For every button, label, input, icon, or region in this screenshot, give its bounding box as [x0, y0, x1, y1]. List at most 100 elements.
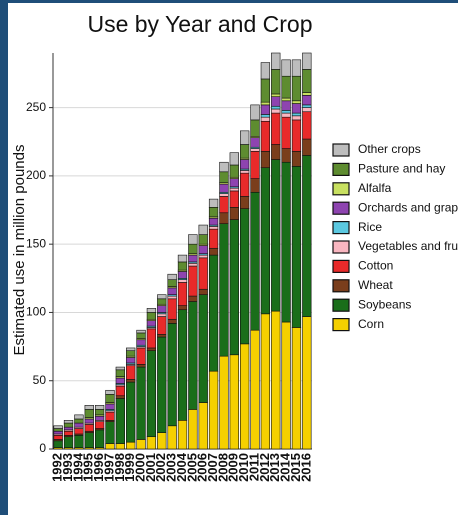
bar-segment — [208, 198, 219, 208]
bar-segment — [271, 108, 281, 114]
legend-label: Orchards and grapes — [358, 200, 458, 214]
bar-segment — [146, 328, 157, 349]
bar-segment — [240, 159, 250, 170]
x-tick-label: 2002 — [153, 453, 168, 482]
bar-segment — [188, 301, 198, 410]
bar-segment — [53, 430, 63, 435]
bar-segment — [136, 366, 146, 440]
x-tick-label: 2009 — [226, 453, 241, 482]
bar-segment — [177, 254, 188, 263]
bar-segment — [146, 350, 157, 438]
bar-segment — [260, 101, 271, 106]
bar-segment — [250, 104, 260, 121]
bar-segment — [84, 424, 94, 432]
bar-segment — [208, 247, 219, 256]
bar-segment — [198, 257, 208, 290]
chart-title: Use by Year and Crop — [87, 11, 312, 37]
x-tick-label: 1997 — [101, 453, 116, 482]
x-tick-label: 1995 — [81, 453, 96, 482]
bar-segment — [271, 52, 281, 70]
bar-segment — [271, 112, 281, 145]
y-tick-label: 0 — [39, 441, 46, 455]
bar-segment — [260, 114, 271, 118]
bar-segment — [198, 234, 208, 245]
bar-segment — [198, 288, 208, 295]
legend-label: Alfalfa — [358, 181, 392, 195]
bar-segment — [302, 52, 312, 70]
bar-segment — [74, 428, 84, 435]
x-tick-label: 2015 — [288, 453, 303, 482]
legend-label: Pasture and hay — [358, 162, 445, 176]
bar-segment — [105, 389, 115, 395]
bar-segment — [281, 100, 291, 111]
x-tick-label: 2011 — [246, 453, 261, 481]
bar-segment — [157, 294, 167, 300]
bar-segment — [177, 305, 188, 311]
bar-segment — [271, 93, 281, 97]
legend-label: Corn — [358, 317, 384, 331]
x-tick-label: 2005 — [184, 453, 199, 482]
x-tick-label: 2000 — [132, 453, 147, 482]
bar-segment — [167, 318, 177, 324]
bar-segment — [198, 254, 208, 259]
bar-segment — [198, 224, 208, 235]
bar-segment — [250, 119, 260, 137]
bar-segment — [281, 161, 291, 323]
bar-segment — [281, 110, 291, 114]
bar-segment — [302, 316, 312, 450]
bar-segment — [291, 59, 302, 77]
bar-segment — [126, 441, 136, 450]
bar-segment — [63, 420, 74, 424]
bar-segment — [250, 329, 260, 450]
bar-segment — [63, 430, 74, 436]
bar-segment — [146, 436, 157, 450]
bar-segment — [271, 96, 281, 107]
bar-segment — [157, 336, 167, 433]
bar-segment — [94, 405, 105, 410]
bar-segment — [229, 164, 239, 178]
bar-segment — [94, 409, 105, 416]
bar-segment — [157, 432, 167, 450]
legend-swatch — [332, 240, 350, 254]
bar-segment — [229, 207, 239, 220]
x-tick-label: 2007 — [205, 453, 220, 482]
bar-segment — [177, 282, 188, 306]
bar-segment — [105, 421, 115, 444]
bar-segment — [115, 366, 125, 371]
bar-segment — [240, 144, 250, 159]
bar-segment — [146, 312, 157, 320]
bar-segment — [291, 166, 302, 328]
bar-segment — [198, 402, 208, 450]
bar-segment — [302, 138, 312, 156]
legend-label: Wheat — [358, 278, 393, 292]
bar-segment — [177, 309, 188, 421]
bar-segment — [105, 403, 115, 410]
bar-segment — [94, 421, 105, 429]
x-tick-label: 2003 — [164, 453, 179, 482]
legend-swatch — [332, 259, 350, 273]
bar-segment — [167, 298, 177, 320]
bar-segment — [240, 170, 250, 174]
bar-segment — [188, 265, 198, 297]
top-border — [0, 0, 458, 3]
bar-segment — [302, 111, 312, 140]
bar-segment — [291, 115, 302, 121]
bar-segment — [302, 69, 312, 93]
legend-swatch — [332, 143, 350, 157]
bar-segment — [126, 379, 136, 383]
bar-segment — [260, 62, 271, 80]
bar-segment — [229, 354, 239, 450]
bar-segment — [229, 152, 239, 166]
bar-segment — [157, 333, 167, 338]
bar-segment — [250, 151, 260, 179]
bar-segment — [177, 420, 188, 450]
bar-segment — [302, 155, 312, 317]
bar-segment — [302, 95, 312, 106]
legend-swatch — [332, 162, 350, 176]
bar-segment — [136, 339, 146, 346]
bar-segment — [74, 435, 84, 448]
bar-segment — [219, 161, 229, 173]
bar-segment — [84, 405, 94, 410]
x-tick-label: 2012 — [257, 453, 272, 482]
bar-segment — [136, 439, 146, 450]
